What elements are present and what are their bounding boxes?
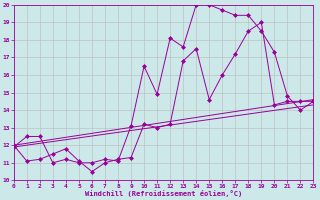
X-axis label: Windchill (Refroidissement éolien,°C): Windchill (Refroidissement éolien,°C) [85, 190, 242, 197]
